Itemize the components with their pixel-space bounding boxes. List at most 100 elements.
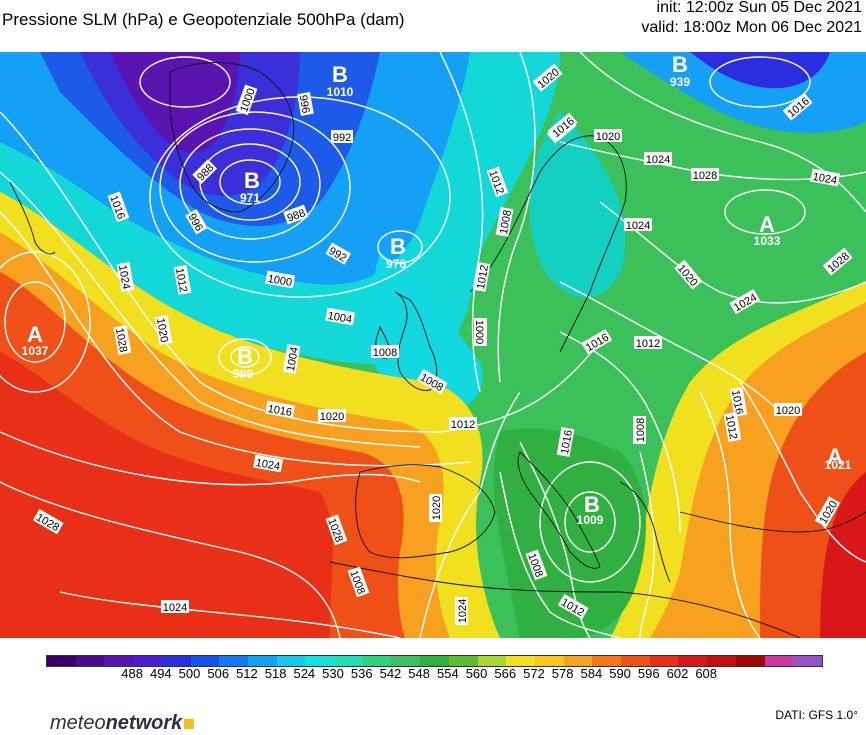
color-scale-tick: 578 (551, 666, 574, 681)
center-value: 1009 (577, 513, 604, 527)
center-letter: B (244, 168, 260, 193)
color-scale-tick: 554 (436, 666, 459, 681)
isobar-line (439, 52, 484, 393)
init-time: init: 12:00z Sun 05 Dec 2021 (656, 0, 862, 16)
color-scale-segment (75, 656, 105, 666)
isobar-line (0, 481, 341, 638)
isobar-label: 1024 (163, 602, 187, 614)
isobar-ring (179, 128, 321, 240)
isobar-label: 1000 (473, 320, 485, 344)
color-scale-tick: 536 (350, 666, 373, 681)
color-scale-tick: 584 (580, 666, 603, 681)
field-scandinavia (529, 112, 626, 298)
isobar-labels: 1000 996 992 988 996 988 992 1000 1004 1… (32, 63, 853, 625)
field-northsea (360, 252, 483, 412)
isobar-ring (4, 281, 66, 363)
isobar-line (0, 211, 471, 467)
color-scale-tick: 488 (121, 666, 143, 681)
color-scale-tick: 590 (609, 666, 631, 681)
center-letter: B (672, 52, 688, 77)
isobar-label: 1024 (646, 154, 670, 166)
british-isles-coast (394, 291, 438, 391)
iberia-coast (355, 464, 496, 559)
isobar-ring (218, 338, 272, 376)
center-letter: A (759, 212, 775, 237)
isobar-line (599, 201, 866, 304)
isobar-label: 1008 (635, 418, 647, 442)
color-scale-segment (621, 656, 650, 666)
isobar-label: 1012 (451, 419, 475, 431)
color-scale-segment (247, 656, 277, 666)
isobar-ring (139, 56, 231, 108)
color-scale-tick: 524 (293, 666, 316, 681)
center-value: 976 (386, 257, 406, 271)
center-value: 971 (240, 191, 260, 205)
field-se-darkred (820, 472, 866, 638)
coastlines (9, 62, 866, 638)
color-scale-segment (477, 656, 507, 666)
center-letter: B (237, 344, 253, 369)
center-value: 1033 (754, 234, 781, 248)
isobar-ring (0, 251, 91, 393)
isobar-ring (230, 346, 260, 368)
logo-text-bold: network (105, 712, 183, 734)
color-scale-segment (735, 656, 765, 666)
isobar-line (639, 451, 655, 638)
isobar-line (559, 281, 781, 413)
color-scale-segment (649, 656, 679, 666)
isobar-line (739, 381, 866, 563)
isobar-label: 1024 (626, 220, 650, 232)
isobar-label: 1004 (327, 310, 353, 326)
color-scale-segment (133, 656, 162, 666)
isobar-line (0, 431, 421, 486)
balkans-coast (619, 481, 671, 583)
scandinavia-coast (469, 135, 627, 353)
color-scale-tick: 596 (637, 666, 660, 681)
color-scale-bar (46, 655, 823, 667)
color-scale-tick: 518 (264, 666, 287, 681)
field-ne-darkblue (690, 52, 830, 89)
field-italy (493, 428, 646, 638)
center-value: 1037 (22, 344, 49, 358)
color-scale-segment (219, 656, 248, 666)
center-letter: B (584, 492, 600, 517)
data-source: DATI: GFS 1.0° (775, 708, 858, 722)
isobar-label: 1008 (373, 347, 397, 359)
isobar-line (0, 171, 421, 448)
color-scale-segment (305, 656, 335, 666)
color-scale-segment (420, 656, 449, 666)
meteonetwork-logo: meteonetwork (50, 712, 195, 735)
isobar-label: 1024 (812, 171, 838, 187)
color-scale-segment (391, 656, 421, 666)
color-scale-segment (448, 656, 478, 666)
color-scale-tick: 530 (322, 666, 344, 681)
weather-map: 1000 996 992 988 996 988 992 1000 1004 1… (0, 52, 866, 638)
pressure-centers: B 971 B 976 B 989 A 1037 A 1033 A 1021 B… (22, 52, 852, 527)
isobar-label: 1000 (267, 273, 293, 289)
isobar-ring (377, 230, 423, 264)
color-scale-tick: 560 (465, 666, 488, 681)
isobar-label: 988 (286, 207, 307, 225)
color-scale-tick: 506 (207, 666, 230, 681)
color-scale-segment (534, 656, 564, 666)
isobar-line (499, 471, 621, 638)
isobar-label: 1020 (776, 405, 800, 417)
isobar-label: 1012 (173, 267, 189, 293)
center-letter: B (332, 62, 348, 87)
color-scale-tick: 494 (149, 666, 172, 681)
field-red (0, 352, 333, 638)
isobar-label: 1012 (723, 414, 739, 440)
isobar-label: 1016 (729, 389, 745, 415)
center-letter: B (390, 234, 406, 259)
isobar-line (59, 591, 401, 638)
italy-coast (517, 451, 601, 569)
isobar-label: 1024 (457, 599, 469, 623)
isobar-ring (219, 159, 281, 205)
color-scale-segment (506, 656, 535, 666)
run-info: init: 12:00z Sun 05 Dec 2021 valid: 18:0… (641, 0, 862, 38)
center-value: 939 (670, 75, 690, 89)
isobar-ring (539, 461, 641, 583)
color-scale-segment (276, 656, 306, 666)
greenland-coast (169, 62, 295, 213)
isobar-line (497, 52, 536, 383)
